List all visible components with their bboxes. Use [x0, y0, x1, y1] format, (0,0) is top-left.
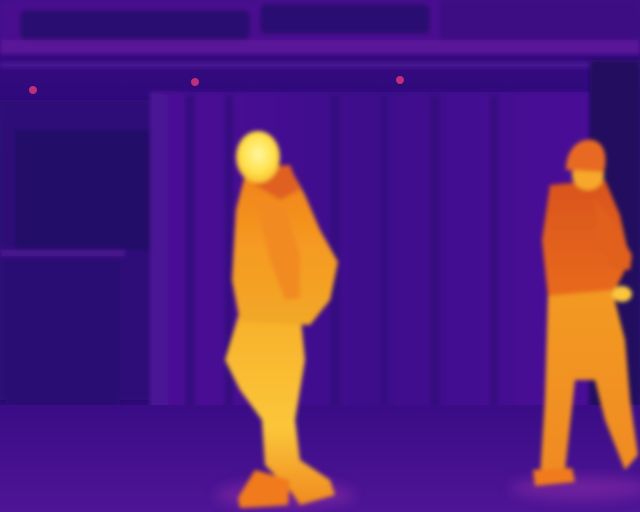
ceiling-lights	[29, 76, 404, 94]
person-left-head	[236, 131, 280, 183]
person-right	[533, 139, 638, 486]
curtain	[150, 92, 590, 422]
person-left	[225, 131, 338, 508]
left-wall	[0, 100, 160, 410]
ceiling-structure	[0, 0, 640, 68]
person-right-beanie	[566, 139, 606, 172]
